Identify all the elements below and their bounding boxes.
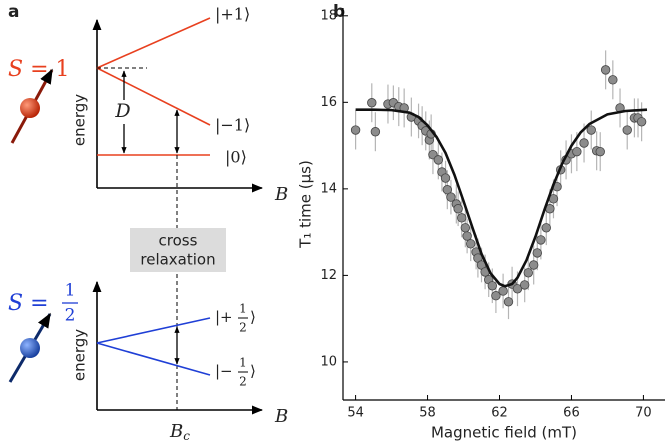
level	[96, 17, 211, 69]
point	[519, 280, 530, 290]
spin-ball	[20, 98, 40, 118]
y-tick-label: 18	[320, 8, 337, 23]
point	[503, 297, 514, 307]
box-text: cross	[159, 232, 198, 250]
fit-line	[355, 108, 648, 288]
point	[370, 127, 381, 137]
point	[433, 155, 444, 165]
level	[96, 67, 211, 126]
gap-label: D	[114, 100, 130, 122]
point	[536, 235, 546, 245]
point	[636, 117, 647, 127]
point	[491, 291, 501, 301]
point	[608, 75, 618, 85]
point	[350, 125, 361, 135]
point	[442, 185, 453, 195]
ket-num: 1	[239, 302, 247, 316]
axis-label: B	[274, 406, 288, 427]
state-label: |−1⟩	[215, 116, 250, 135]
point	[498, 286, 508, 296]
y-tick-label: 10	[320, 354, 337, 369]
point	[622, 125, 632, 135]
ket-den: 2	[239, 321, 247, 335]
spin-value: 1	[56, 57, 70, 82]
point	[541, 223, 551, 233]
point	[523, 268, 533, 278]
state-label: |+ 1 2 ⟩ |− 1 2 ⟩	[215, 302, 256, 389]
y-tick-label: 16	[320, 95, 337, 110]
point	[579, 138, 589, 148]
ket-suffix: ⟩	[250, 362, 256, 380]
point	[466, 239, 476, 249]
point	[462, 231, 472, 241]
ket-den: 2	[239, 375, 247, 389]
point	[487, 281, 498, 291]
level	[96, 317, 211, 344]
ket-prefix: |−	[215, 362, 233, 380]
ket-suffix: ⟩	[250, 308, 256, 326]
point	[512, 284, 523, 294]
spin-num: 1	[65, 281, 76, 301]
spin-label: S =	[8, 291, 49, 316]
x-tick-label: 54	[347, 406, 364, 421]
panel-label: a	[8, 2, 19, 22]
x-axis-label: Magnetic field (mT)	[431, 424, 577, 442]
x-tick-label: 62	[491, 406, 508, 421]
point	[367, 98, 377, 108]
x-tick-label: 70	[635, 406, 652, 421]
point	[600, 65, 611, 75]
ket-num: 1	[239, 356, 247, 370]
box	[130, 228, 226, 272]
point	[446, 192, 456, 202]
spin-label: S = 1	[8, 57, 70, 82]
point	[586, 125, 596, 135]
ket-prefix: |+	[215, 308, 233, 326]
crossing-main: B	[169, 421, 183, 442]
panel-a: a S = 1 B energy D |+1⟩ |−1⟩ |0⟩ cross r…	[8, 2, 288, 443]
panel-b: b 54 58 62 66 70 10 12 14 16 18 Magnetic field (mT)…	[297, 2, 665, 442]
panel-label: b	[333, 2, 345, 22]
state-label: |+1⟩	[215, 5, 250, 24]
spin-ball	[20, 338, 40, 358]
y-axis-label: T₁ time (μs)	[297, 160, 315, 249]
spin-den: 2	[65, 306, 76, 326]
axis-label: energy	[71, 329, 89, 381]
point	[572, 146, 582, 157]
point	[460, 223, 471, 233]
box-text: relaxation	[140, 251, 215, 269]
point	[453, 204, 463, 214]
crossing-sub: c	[183, 429, 190, 443]
point	[440, 173, 451, 183]
point	[532, 248, 542, 258]
point	[457, 213, 467, 223]
y-tick-label: 14	[320, 181, 337, 196]
level	[96, 342, 211, 376]
crossing-label: Bc	[169, 421, 190, 443]
x-tick-label: 58	[419, 406, 436, 421]
axis-label: B	[274, 184, 288, 205]
state-label: |0⟩	[225, 148, 247, 167]
x-tick-label: 66	[563, 406, 580, 421]
point	[528, 260, 539, 270]
point	[595, 146, 605, 157]
axis-label: energy	[71, 94, 89, 146]
y-tick-label: 12	[320, 268, 337, 283]
label-bg	[112, 100, 134, 124]
